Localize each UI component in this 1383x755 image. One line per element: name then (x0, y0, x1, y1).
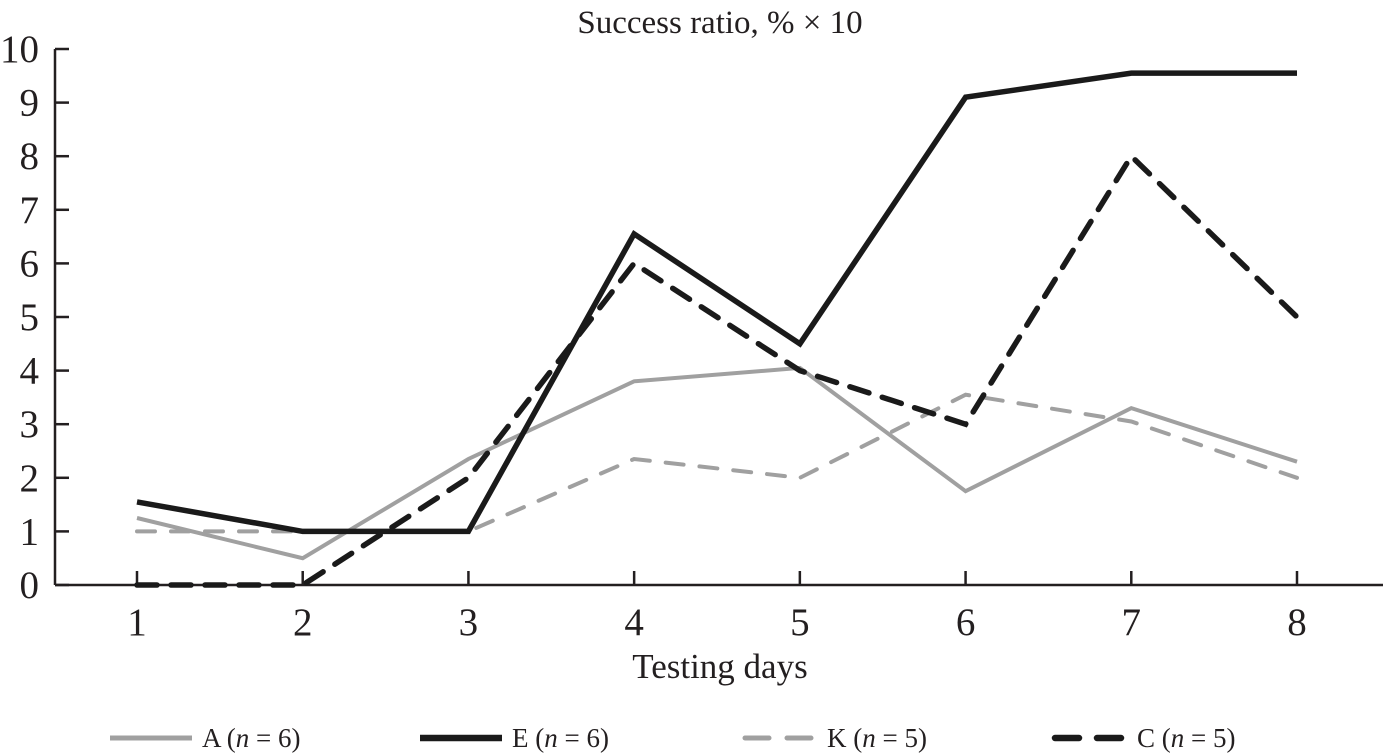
x-tick-label: 3 (459, 601, 479, 644)
y-tick-label: 2 (20, 457, 40, 500)
legend-item-K: K (n = 5) (742, 723, 927, 753)
y-tick-label: 0 (20, 564, 40, 607)
x-tick-label: 5 (790, 601, 810, 644)
y-tick-label: 6 (20, 242, 40, 285)
series-line-C (134, 151, 1300, 588)
chart-title: Success ratio, % × 10 (577, 5, 862, 41)
legend-item-C: C (n = 5) (1051, 723, 1235, 753)
y-tick-label: 3 (20, 403, 40, 446)
series-E (136, 70, 1298, 535)
x-tick-label: 8 (1287, 601, 1307, 644)
y-tick-label: 1 (20, 510, 40, 553)
legend: A (n = 6) E (n = 6) K (n = 5) C (n = 5) (110, 723, 1235, 753)
x-tick-label: 2 (293, 601, 313, 644)
legend-label: A (n = 6) (202, 723, 300, 753)
series-K (135, 392, 1299, 534)
y-tick-label: 5 (20, 296, 40, 339)
series-line-A (136, 365, 1298, 561)
x-tick-label: 6 (956, 601, 976, 644)
y-tick-label: 9 (20, 82, 40, 125)
x-tick-label: 4 (624, 601, 644, 644)
x-tick-label: 7 (1122, 601, 1142, 644)
series-C (134, 151, 1300, 588)
x-axis-label: Testing days (632, 647, 807, 686)
x-axis: 1 2 3 4 5 6 7 8 (55, 571, 1383, 644)
y-tick-label: 4 (20, 350, 40, 393)
x-tick-label: 1 (127, 601, 147, 644)
legend-label: C (n = 5) (1137, 723, 1235, 753)
y-tick-label: 8 (20, 135, 40, 178)
legend-label: K (n = 5) (827, 723, 927, 753)
y-axis: 0 1 2 3 4 5 6 7 8 9 10 (0, 28, 69, 607)
series-line-E (136, 70, 1297, 535)
legend-label: E (n = 6) (512, 723, 609, 753)
series-line-K (135, 392, 1299, 534)
legend-item-A: A (n = 6) (110, 723, 300, 753)
legend-item-E: E (n = 6) (420, 723, 609, 753)
y-tick-label: 10 (0, 28, 39, 71)
y-tick-label: 7 (20, 189, 40, 232)
series-layer (134, 70, 1300, 588)
